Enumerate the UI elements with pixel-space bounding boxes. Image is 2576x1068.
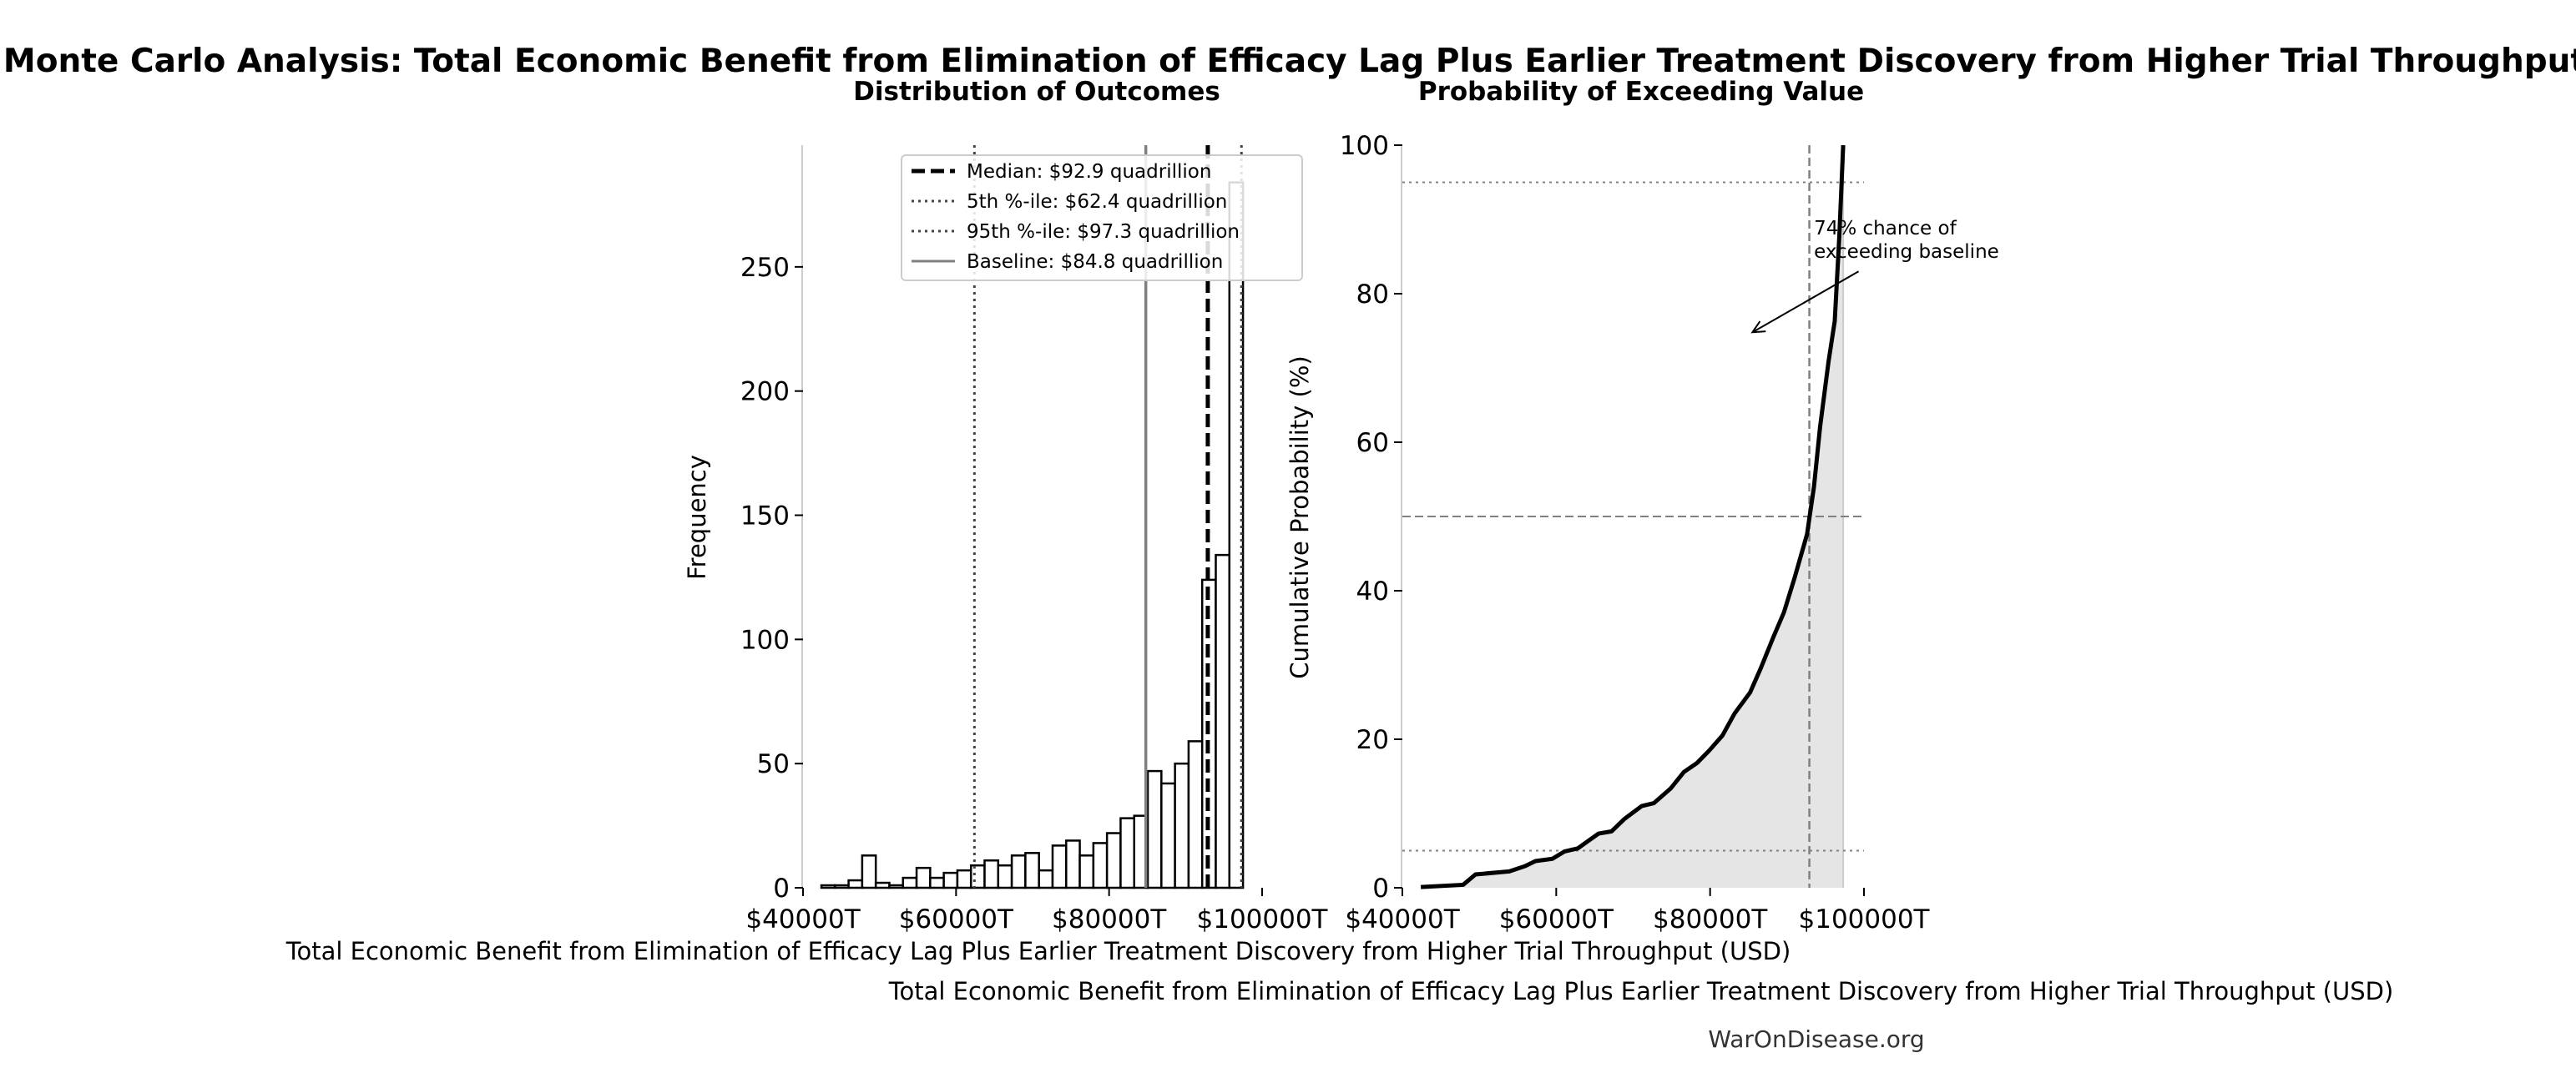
cdf-ylabel: Cumulative Probability (%) — [1285, 355, 1314, 678]
histogram-bar — [847, 879, 864, 889]
histogram-bar — [874, 881, 891, 889]
legend-box — [901, 154, 1303, 281]
legend-label: Baseline: $84.8 quadrillion — [967, 251, 1223, 273]
histogram-bar — [1187, 740, 1204, 889]
histogram-bar — [1228, 181, 1245, 889]
x-tick-label: $100000T — [1799, 904, 1931, 934]
annotation-arrow — [1751, 270, 1860, 334]
arrow-head-icon — [1750, 320, 1766, 334]
histogram-bar — [1024, 852, 1040, 889]
x-tick-label: $60000T — [1499, 904, 1614, 934]
y-tick-label: 0 — [773, 874, 790, 904]
cdf-fill-area — [1421, 145, 1844, 888]
histogram-bar — [888, 884, 905, 889]
hist-title: Distribution of Outcomes — [853, 77, 1220, 107]
histogram-bar — [1051, 844, 1068, 889]
annotation-text: 74% chance of — [1814, 218, 1957, 239]
legend-label: 5th %-ile: $62.4 quadrillion — [967, 191, 1227, 213]
x-tick-label: $60000T — [899, 904, 1014, 934]
figure-title: Monte Carlo Analysis: Total Economic Ben… — [3, 43, 2576, 80]
y-tick-label: 40 — [1356, 577, 1389, 607]
histogram-bar — [1174, 762, 1190, 889]
y-tick-label: 20 — [1356, 725, 1389, 755]
histogram-bar — [820, 884, 836, 889]
x-tick-label: $100000T — [1197, 904, 1329, 934]
histogram-bar — [1119, 817, 1135, 889]
watermark: WarOnDisease.org — [1708, 1025, 1924, 1053]
histogram-bar — [1065, 839, 1081, 889]
histogram-bar — [902, 876, 918, 889]
cdf-title: Probability of Exceeding Value — [1418, 77, 1864, 107]
hist-ylabel: Frequency — [683, 455, 711, 580]
histogram-bar — [1105, 832, 1122, 889]
y-tick-label: 250 — [740, 253, 790, 283]
histogram-bar — [1038, 869, 1054, 889]
hist-xlabel: Total Economic Benefit from Elimination … — [285, 937, 1791, 965]
histogram-bar — [969, 864, 986, 889]
histogram-bar — [1215, 553, 1231, 889]
histogram-axes: 0 50 100 150 200 250 $40000T $60000T $80000T $100… — [740, 145, 1329, 934]
histogram-bar — [1160, 782, 1176, 889]
y-tick-label: 100 — [740, 625, 790, 655]
histogram-bar — [1146, 769, 1163, 889]
x-tick-label: $80000T — [1653, 904, 1768, 934]
histogram-bar — [1078, 854, 1095, 889]
legend-label: Median: $92.9 quadrillion — [967, 161, 1211, 183]
histogram-bar — [983, 859, 1000, 889]
histogram-bar — [956, 869, 972, 889]
cdf-line — [1420, 144, 1846, 889]
cdf-axes: 0 20 40 60 80 100 $40000T $60000T $80000T $100000… — [1340, 131, 1999, 934]
histogram-bar — [997, 864, 1013, 889]
y-tick-label: 100 — [1340, 131, 1389, 161]
y-tick-label: 80 — [1356, 280, 1389, 310]
histogram-bar — [1010, 854, 1027, 889]
annotation-text: exceeding baseline — [1814, 241, 1999, 263]
legend-label: 95th %-ile: $97.3 quadrillion — [967, 221, 1240, 243]
cdf-xlabel: Total Economic Benefit from Elimination … — [888, 977, 2394, 1005]
histogram-bar — [1092, 842, 1109, 889]
x-tick-label: $80000T — [1052, 904, 1167, 934]
histogram-bar — [834, 884, 850, 889]
histogram-bar — [915, 866, 932, 889]
y-tick-label: 150 — [740, 501, 790, 531]
x-tick-label: $40000T — [745, 904, 861, 934]
y-tick-label: 50 — [757, 749, 790, 779]
histogram-bar — [929, 876, 945, 889]
y-tick-label: 0 — [1372, 874, 1389, 904]
y-tick-label: 60 — [1356, 428, 1389, 458]
histogram-bar — [861, 854, 877, 889]
x-tick-label: $40000T — [1345, 904, 1460, 934]
y-tick-label: 200 — [740, 377, 790, 407]
histogram-bar — [942, 871, 959, 889]
